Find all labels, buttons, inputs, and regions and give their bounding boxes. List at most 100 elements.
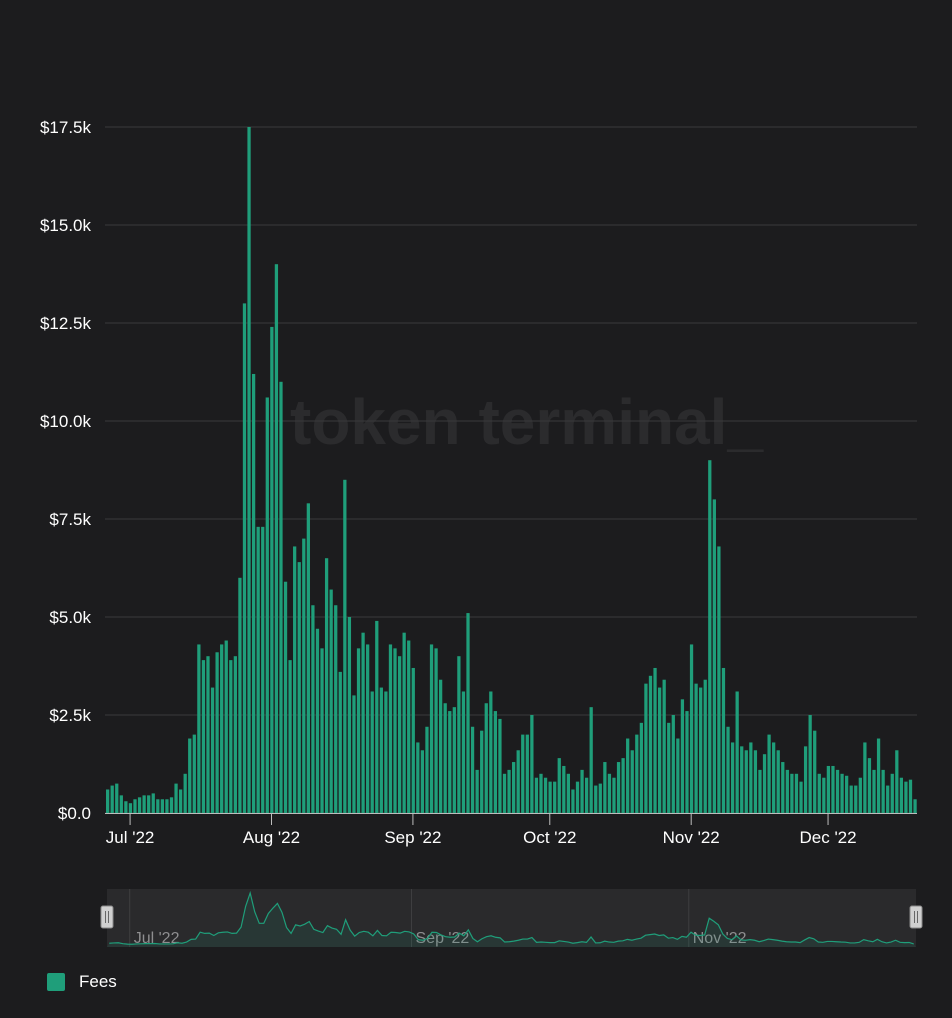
bar[interactable] <box>521 734 525 813</box>
bar[interactable] <box>425 726 429 813</box>
bar[interactable] <box>680 699 685 813</box>
bar[interactable] <box>762 754 767 813</box>
bar[interactable] <box>119 795 123 813</box>
bar[interactable] <box>324 558 329 813</box>
bar[interactable] <box>507 769 511 813</box>
bar[interactable] <box>904 781 908 813</box>
bar[interactable] <box>534 777 539 813</box>
bar[interactable] <box>251 373 256 813</box>
bar[interactable] <box>689 644 694 813</box>
navigator[interactable]: Jul '22 Sep '22 Nov '22 <box>100 889 923 947</box>
bar[interactable] <box>420 750 425 813</box>
bar[interactable] <box>183 773 187 813</box>
bar[interactable] <box>676 738 680 813</box>
bar[interactable] <box>808 715 812 813</box>
handle-grip[interactable] <box>100 905 114 929</box>
bar[interactable] <box>826 765 831 813</box>
bar[interactable] <box>370 691 374 813</box>
bar[interactable] <box>553 781 557 813</box>
bar[interactable] <box>653 667 657 813</box>
bar[interactable] <box>794 773 799 813</box>
bar[interactable] <box>813 730 817 813</box>
bar[interactable] <box>594 785 598 813</box>
legend[interactable]: Fees <box>47 972 117 992</box>
bar[interactable] <box>835 769 840 813</box>
bar[interactable] <box>197 644 201 813</box>
bar[interactable] <box>767 734 771 813</box>
bar[interactable] <box>224 640 228 813</box>
bar[interactable] <box>233 656 237 813</box>
bar[interactable] <box>270 326 274 813</box>
bar[interactable] <box>895 750 899 813</box>
bar[interactable] <box>603 762 607 813</box>
bar[interactable] <box>721 667 726 813</box>
bar[interactable] <box>493 711 498 813</box>
bar[interactable] <box>379 687 383 813</box>
bar[interactable] <box>566 773 570 813</box>
navigator-left-handle[interactable] <box>100 905 114 929</box>
bar[interactable] <box>557 758 561 813</box>
bar[interactable] <box>402 632 406 813</box>
bar[interactable] <box>265 397 269 813</box>
bar[interactable] <box>913 799 917 813</box>
bar[interactable] <box>589 707 593 813</box>
bar[interactable] <box>740 746 744 813</box>
bar[interactable] <box>539 773 543 813</box>
bar[interactable] <box>899 777 904 813</box>
bar[interactable] <box>242 303 247 813</box>
bar[interactable] <box>790 773 794 813</box>
bar[interactable] <box>206 656 210 813</box>
bar[interactable] <box>334 605 338 813</box>
bar[interactable] <box>338 671 342 813</box>
bar[interactable] <box>863 742 867 813</box>
bar[interactable] <box>302 538 306 813</box>
bar[interactable] <box>817 773 821 813</box>
bar[interactable] <box>849 785 853 813</box>
bar[interactable] <box>657 687 662 813</box>
bar[interactable] <box>735 691 739 813</box>
bar[interactable] <box>288 660 292 813</box>
bar[interactable] <box>457 656 461 813</box>
bar[interactable] <box>489 691 493 813</box>
bar[interactable] <box>699 687 703 813</box>
bar[interactable] <box>867 758 872 813</box>
bar[interactable] <box>147 795 151 813</box>
bar[interactable] <box>178 789 183 813</box>
bar[interactable] <box>580 769 584 813</box>
bar[interactable] <box>397 656 402 813</box>
bar[interactable] <box>876 738 881 813</box>
bar[interactable] <box>908 779 913 813</box>
bar[interactable] <box>717 546 721 813</box>
bar[interactable] <box>384 691 388 813</box>
bar[interactable] <box>498 718 502 813</box>
bar[interactable] <box>694 683 698 813</box>
bar[interactable] <box>115 783 119 813</box>
bar[interactable] <box>776 750 780 813</box>
bar[interactable] <box>306 503 310 813</box>
bar[interactable] <box>712 499 716 813</box>
bar[interactable] <box>726 726 730 813</box>
bar[interactable] <box>220 644 224 813</box>
bar[interactable] <box>283 581 288 813</box>
bar[interactable] <box>165 799 169 813</box>
bar[interactable] <box>616 762 621 813</box>
bar[interactable] <box>329 589 333 813</box>
bar[interactable] <box>124 801 128 813</box>
bar[interactable] <box>840 773 844 813</box>
bar[interactable] <box>626 738 630 813</box>
bar[interactable] <box>484 703 488 813</box>
bar[interactable] <box>621 758 625 813</box>
bar[interactable] <box>448 711 452 813</box>
bar[interactable] <box>452 707 456 813</box>
bar[interactable] <box>858 777 862 813</box>
bar[interactable] <box>461 691 466 813</box>
bar[interactable] <box>772 742 776 813</box>
bar[interactable] <box>293 546 297 813</box>
bar[interactable] <box>543 777 548 813</box>
bar[interactable] <box>881 769 885 813</box>
bar[interactable] <box>352 695 356 813</box>
bar[interactable] <box>229 660 233 813</box>
bar[interactable] <box>429 644 434 813</box>
bar[interactable] <box>548 781 552 813</box>
bar[interactable] <box>133 799 137 813</box>
